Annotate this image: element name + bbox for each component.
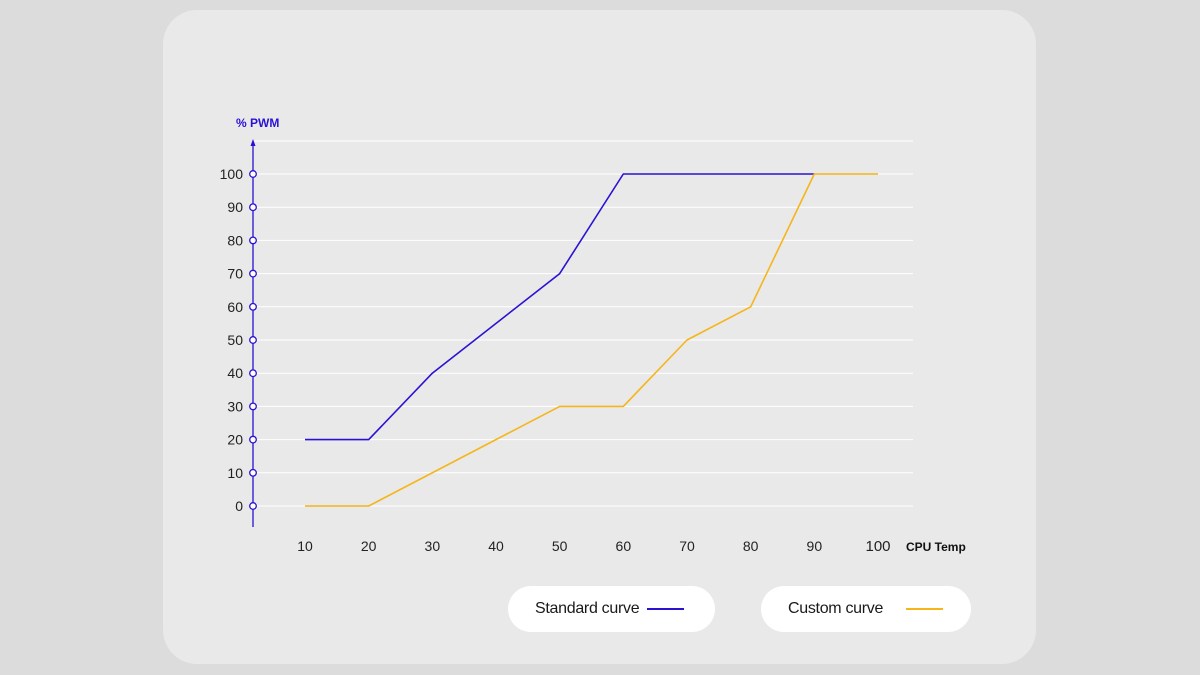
series-lines [305,173,878,507]
chart-card [163,10,1036,664]
legend-custom-curve: Custom curve [761,586,971,632]
y-axis-marker-10 [249,468,257,477]
x-tick-label-20: 20 [361,538,377,554]
y-tick-label-80: 80 [227,232,243,248]
y-tick-label-40: 40 [227,365,243,381]
y-axis-marker-60 [249,302,257,311]
y-tick-label-0: 0 [235,498,243,514]
series-line-standard-curve [305,173,815,441]
y-axis-marker-30 [249,402,257,411]
legend-custom-label: Custom curve [788,600,884,617]
grid-lines [253,140,913,507]
x-tick-label-70: 70 [679,538,695,554]
x-axis-title: CPU Temp [906,540,966,554]
y-axis-marker-70 [249,269,257,278]
legend-standard-label: Standard curve [535,600,640,617]
y-axis-marker-20 [249,435,257,444]
y-axis-markers [249,170,257,510]
y-axis-marker-80 [249,236,257,245]
x-tick-label-60: 60 [616,538,632,554]
legend-custom-swatch [906,608,944,610]
y-axis-marker-100 [249,170,257,178]
legend-standard-swatch [647,608,685,610]
y-axis-marker-50 [249,336,257,344]
series-line-custom-curve [305,173,878,507]
y-tick-label-100: 100 [220,166,244,182]
x-tick-label-100: 100 [865,538,890,555]
y-tick-labels: 0 10 20 30 40 50 60 70 80 90 100 [220,166,244,514]
y-tick-label-10: 10 [227,465,243,481]
y-tick-label-30: 30 [227,398,243,414]
y-tick-label-20: 20 [227,432,243,448]
x-tick-labels: 10 20 30 40 50 60 70 80 90 100 [297,538,890,555]
y-tick-label-60: 60 [227,299,243,315]
y-axis-title: % PWM [236,116,279,130]
x-tick-label-30: 30 [425,538,441,554]
y-axis-marker-40 [249,369,257,378]
legend-standard-curve: Standard curve [508,586,715,632]
y-tick-label-50: 50 [227,332,243,348]
x-tick-label-90: 90 [807,538,823,554]
y-tick-label-70: 70 [227,266,243,282]
x-tick-label-40: 40 [488,538,504,554]
y-axis-marker-0 [249,502,257,510]
y-tick-label-90: 90 [227,199,243,215]
x-tick-label-50: 50 [552,538,568,554]
x-tick-label-10: 10 [297,538,313,554]
y-axis-marker-90 [249,203,257,212]
y-axis-arrow [250,139,256,146]
x-tick-label-80: 80 [743,538,759,554]
